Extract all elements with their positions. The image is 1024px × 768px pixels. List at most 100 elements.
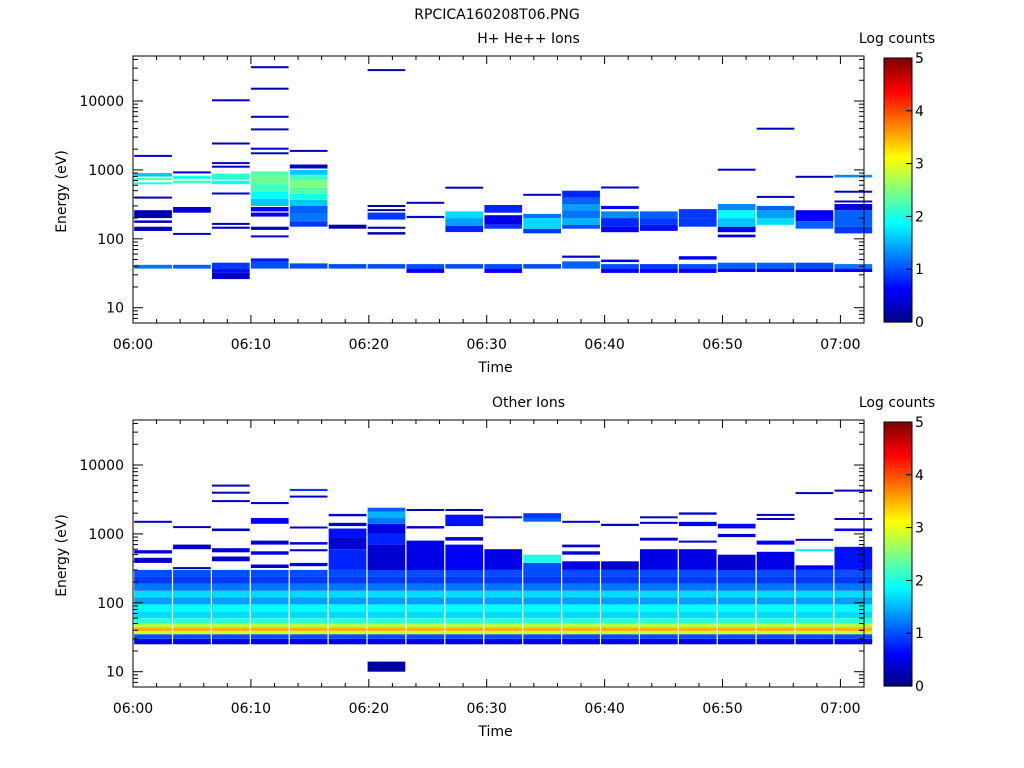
heatmap-cell xyxy=(445,638,484,645)
colorbar-tick-label: 5 xyxy=(915,415,924,431)
x-tick-label: 06:50 xyxy=(702,337,742,353)
heatmap-cell xyxy=(250,631,289,635)
heatmap-cell xyxy=(640,268,678,273)
heatmap-cell xyxy=(250,171,289,176)
heatmap-cell xyxy=(367,627,406,631)
heatmap-cell xyxy=(212,99,250,102)
heatmap-cell xyxy=(756,583,795,591)
heatmap-cell xyxy=(523,623,561,628)
heatmap-cell xyxy=(445,537,484,541)
heatmap-cell xyxy=(717,523,756,529)
heatmap-cell xyxy=(212,623,250,628)
heatmap-cell xyxy=(173,232,211,235)
heatmap-cell xyxy=(834,546,873,570)
colorbar-segment xyxy=(884,445,912,449)
colorbar-segment xyxy=(884,166,912,170)
heatmap-cell xyxy=(328,537,367,550)
heatmap-cell xyxy=(601,523,639,526)
heatmap-cell xyxy=(134,226,172,231)
heatmap-cell xyxy=(562,190,600,198)
heatmap-cell xyxy=(173,634,211,639)
heatmap-cell xyxy=(367,661,406,672)
heatmap-cell xyxy=(367,604,406,612)
heatmap-cell xyxy=(834,210,873,227)
heatmap-cell xyxy=(445,634,484,639)
colorbar-segment xyxy=(884,583,912,587)
heatmap-cell xyxy=(289,569,328,577)
heatmap-cell xyxy=(678,264,717,269)
y-tick-label: 1000 xyxy=(88,163,124,179)
heatmap-cell xyxy=(250,226,289,230)
colorbar-segment xyxy=(884,514,912,518)
heatmap-cell xyxy=(717,554,756,570)
colorbar-segment xyxy=(884,654,912,658)
heatmap-cell xyxy=(212,634,250,639)
heatmap-cell xyxy=(134,264,172,269)
heatmap-cell xyxy=(484,623,523,628)
heatmap-cell xyxy=(250,261,289,269)
heatmap-cell xyxy=(601,268,639,273)
heatmap-cell xyxy=(717,576,756,584)
heatmap-cell xyxy=(562,218,600,225)
heatmap-cell xyxy=(678,268,717,273)
colorbar-segment xyxy=(884,675,912,679)
heatmap-cell xyxy=(640,583,678,591)
heatmap-cell xyxy=(834,174,873,178)
heatmap-cell xyxy=(678,218,717,227)
heatmap-cell xyxy=(523,576,561,584)
heatmap-cell xyxy=(601,638,639,645)
heatmap-cell xyxy=(834,611,873,619)
heatmap-cell xyxy=(250,212,289,217)
colorbar-segment xyxy=(884,102,912,107)
heatmap-cell xyxy=(834,634,873,639)
colorbar-segment xyxy=(884,155,912,159)
heatmap-cell xyxy=(795,597,834,605)
heatmap-cell xyxy=(250,623,289,628)
x-tick-label: 06:30 xyxy=(467,701,507,717)
heatmap-cell xyxy=(678,512,717,515)
colorbar-segment xyxy=(884,649,912,653)
colorbar-segment xyxy=(884,490,912,494)
heatmap-cell xyxy=(717,226,756,233)
colorbar-segment xyxy=(884,683,912,687)
colorbar-segment xyxy=(884,213,912,217)
colorbar-segment xyxy=(884,253,912,257)
panel-title: H+ He++ Ions xyxy=(477,31,580,47)
heatmap-cell xyxy=(134,196,172,199)
heatmap-cell xyxy=(173,175,211,179)
colorbar-segment xyxy=(884,522,912,526)
heatmap-cell xyxy=(173,590,211,598)
heatmap-cell xyxy=(756,262,795,269)
heatmap-cell xyxy=(756,634,795,639)
heatmap-cell xyxy=(562,224,600,229)
heatmap-cell xyxy=(250,627,289,631)
heatmap-cell xyxy=(173,583,211,591)
heatmap-cell xyxy=(367,212,406,220)
heatmap-cell xyxy=(834,618,873,624)
heatmap-cell xyxy=(562,204,600,211)
heatmap-cell xyxy=(367,523,406,534)
heatmap-cell xyxy=(795,576,834,584)
heatmap-cell xyxy=(406,583,445,591)
plot-frame xyxy=(132,419,865,688)
x-axis-label: Time xyxy=(477,724,512,740)
heatmap-cell xyxy=(212,611,250,619)
colorbar-segment xyxy=(884,585,912,589)
y-axis-label: Energy (eV) xyxy=(54,514,70,597)
colorbar-segment xyxy=(884,485,912,489)
heatmap-cell xyxy=(640,597,678,605)
heatmap-cell xyxy=(523,618,561,624)
x-tick-label: 06:20 xyxy=(349,701,389,717)
x-tick-label: 07:00 xyxy=(820,701,860,717)
heatmap-cell xyxy=(795,583,834,591)
colorbar-segment xyxy=(884,551,912,555)
heatmap-cell xyxy=(601,623,639,628)
heatmap-cell xyxy=(523,554,561,563)
heatmap-cell xyxy=(640,623,678,628)
colorbar-segment xyxy=(884,68,912,72)
heatmap-cell xyxy=(212,500,250,503)
colorbar-segment xyxy=(884,208,912,212)
heatmap-cell xyxy=(212,142,250,145)
heatmap-cell xyxy=(134,618,172,624)
heatmap-cell xyxy=(523,638,561,645)
